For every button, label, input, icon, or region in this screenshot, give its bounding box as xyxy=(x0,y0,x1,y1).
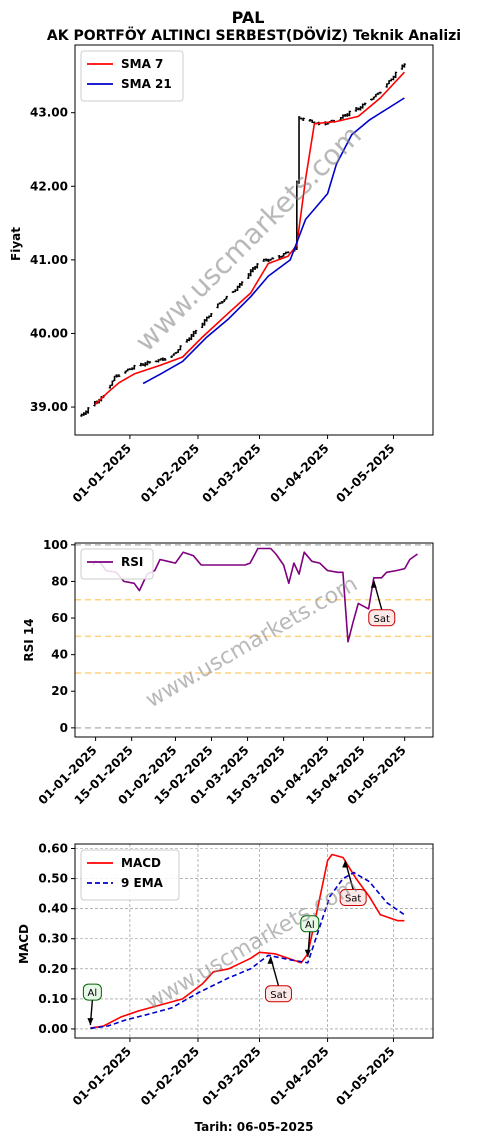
price-y-tick-label: 42.00 xyxy=(30,179,68,193)
macd-x-tick-label: 01-05-2025 xyxy=(333,1044,397,1108)
price-legend-label: SMA 7 xyxy=(121,57,163,71)
chart-title: AK PORTFÖY ALTINCI SERBEST(DÖVİZ) Teknik… xyxy=(47,26,461,44)
macd-series-line-1 xyxy=(90,853,405,1029)
price-y-tick-label: 39.00 xyxy=(30,400,68,414)
price-legend-label: SMA 21 xyxy=(121,77,172,91)
macd-y-tick-label: 0.50 xyxy=(38,872,68,886)
macd-annotation-arrowhead xyxy=(304,949,311,957)
macd-annotation-box xyxy=(300,915,320,933)
macd-axes-frame xyxy=(74,843,434,1039)
macd-annotation-box xyxy=(82,983,102,1001)
macd-y-tick-label: 0.30 xyxy=(38,932,68,946)
macd-legend-label: 9 EMA xyxy=(121,876,164,890)
rsi-y-tick-label: 80 xyxy=(51,574,68,588)
rsi-y-tick-label: 60 xyxy=(51,611,68,625)
rsi-annotation-label: Sat xyxy=(374,614,390,625)
price-x-tick-label: 01-04-2025 xyxy=(268,441,332,505)
macd-annotation-box xyxy=(264,985,292,1003)
rsi-y-axis-label: RSI 14 xyxy=(22,618,36,661)
macd-x-tick-label: 01-03-2025 xyxy=(199,1044,263,1108)
macd-annotation-arrowhead xyxy=(87,1018,94,1026)
macd-series-line-2 xyxy=(90,871,405,1030)
price-series-line-1 xyxy=(94,71,405,406)
price-y-tick-label: 41.00 xyxy=(30,253,68,267)
rsi-annotation-arrowhead xyxy=(370,580,377,588)
rsi-y-tick-label: 20 xyxy=(51,684,68,698)
rsi-series-line-1 xyxy=(92,547,418,643)
chart-symbol: PAL xyxy=(232,8,265,27)
macd-annotation-box xyxy=(339,889,367,907)
price-x-tick-label: 01-05-2025 xyxy=(333,441,397,505)
rsi-legend-label: RSI xyxy=(121,555,143,569)
price-x-tick-label: 01-01-2025 xyxy=(70,441,134,505)
macd-y-axis-label: MACD xyxy=(17,924,31,964)
macd-annotation-label: Al xyxy=(88,988,98,999)
rsi-y-tick-label: 0 xyxy=(60,721,68,735)
macd-y-tick-label: 0.60 xyxy=(38,842,68,856)
price-x-tick-label: 01-03-2025 xyxy=(199,441,263,505)
macd-x-tick-label: 01-01-2025 xyxy=(70,1044,134,1108)
price-y-tick-label: 40.00 xyxy=(30,326,68,340)
macd-y-tick-label: 0.40 xyxy=(38,902,68,916)
macd-annotation-arrowhead xyxy=(342,860,349,868)
macd-annotation-arrowhead xyxy=(267,956,274,964)
price-series-line-2 xyxy=(142,97,405,385)
macd-x-tick-label: 01-04-2025 xyxy=(268,1044,332,1108)
rsi-watermark: www.uscmarkets.com xyxy=(142,572,362,714)
rsi-legend-box xyxy=(80,548,154,580)
price-y-axis-label: Fiyat xyxy=(9,227,23,261)
macd-annotation-label: Sat xyxy=(270,990,286,1001)
macd-annotation-label: Sat xyxy=(345,894,361,905)
price-x-tick-label: 01-02-2025 xyxy=(138,441,202,505)
rsi-annotation-box xyxy=(368,609,396,627)
macd-y-tick-label: 0.10 xyxy=(38,992,68,1006)
macd-x-tick-label: 01-02-2025 xyxy=(138,1044,202,1108)
macd-y-tick-label: 0.00 xyxy=(38,1022,68,1036)
macd-y-tick-label: 0.20 xyxy=(38,962,68,976)
rsi-axes-frame xyxy=(74,542,434,738)
macd-annotation-label: Al xyxy=(305,920,315,931)
macd-legend-label: MACD xyxy=(121,856,161,870)
rsi-y-tick-label: 100 xyxy=(43,538,68,552)
macd-panel: 0.000.100.200.300.400.500.60 01-01-2025 0… xyxy=(17,842,434,1108)
price-watermark: www.uscmarkets.com xyxy=(129,119,368,358)
footer-date: Tarih: 06-05-2025 xyxy=(194,1120,313,1134)
price-y-tick-label: 43.00 xyxy=(30,106,68,120)
price-axes-frame xyxy=(74,44,434,436)
rsi-y-tick-label: 40 xyxy=(51,648,68,662)
